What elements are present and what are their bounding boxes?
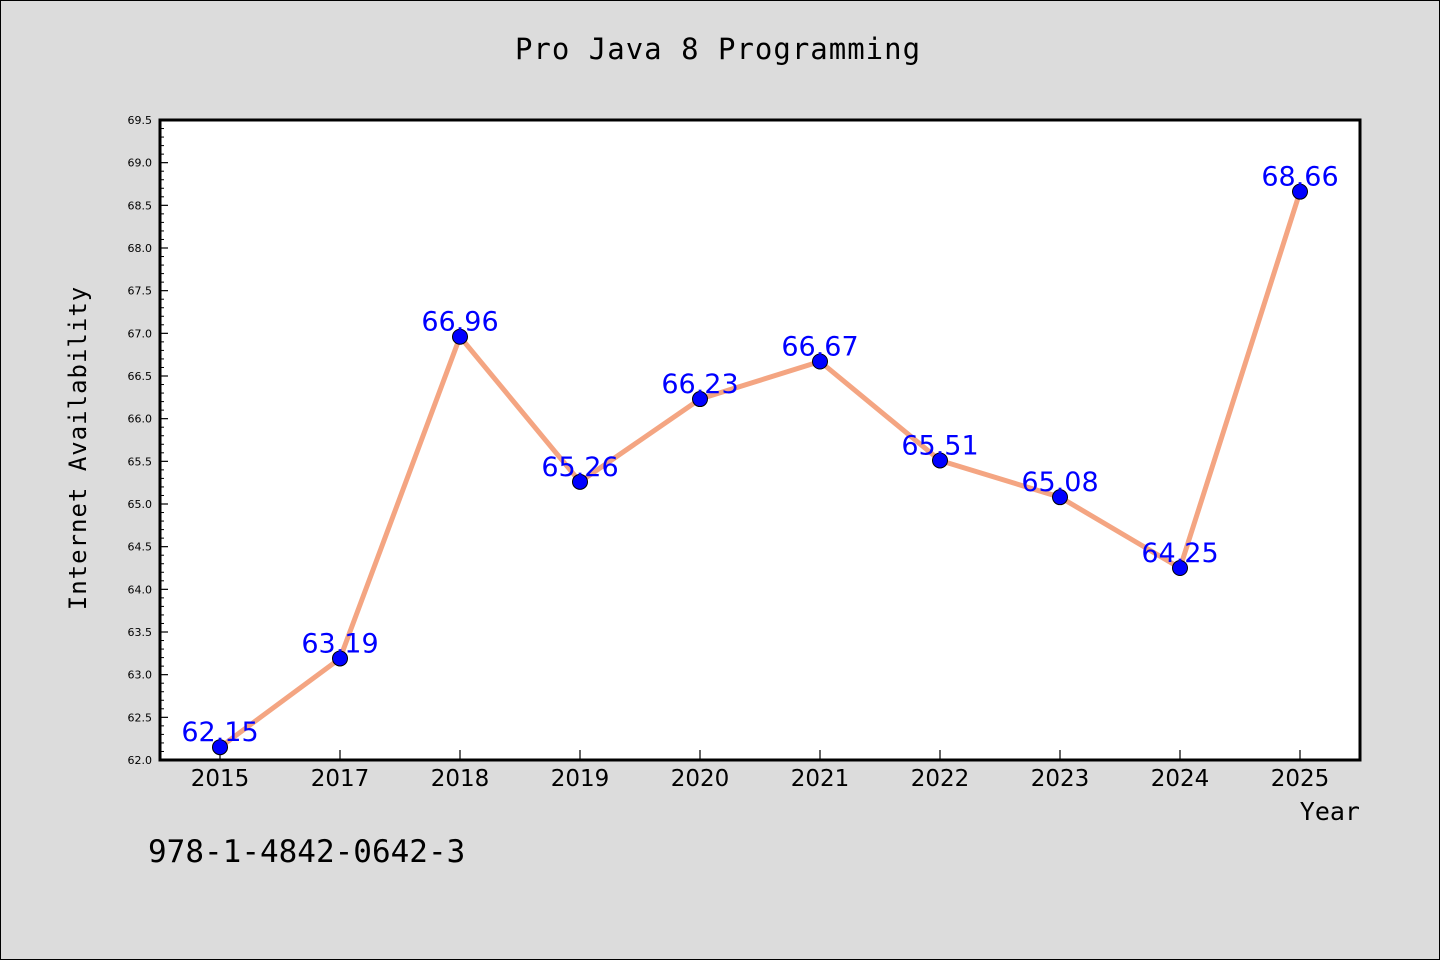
series-line (217, 189, 1303, 750)
y-tick-label: 66.0 (128, 413, 153, 426)
data-label: 68.66 (1261, 162, 1338, 193)
x-axis: 2015 2017 2018 2019 2020 2021 2022 2023 2024 2025 (191, 750, 1330, 792)
y-tick-label: 63.5 (128, 626, 153, 639)
y-tick-label: 69.5 (128, 114, 153, 127)
data-labels: 62.15 63.19 66.96 65.26 66.23 66.67 65.51 65.08… (181, 162, 1338, 749)
data-point (332, 650, 348, 667)
x-tick-label: 2022 (911, 766, 970, 792)
chart-title: Pro Java 8 Programming (514, 32, 922, 66)
y-tick-label: 67.5 (128, 285, 153, 298)
y-tick-label: 65.0 (128, 498, 153, 511)
data-label: 62.15 (181, 717, 258, 748)
y-tick-label: 65.5 (128, 455, 153, 468)
data-label: 65.08 (1021, 467, 1098, 498)
x-tick-label: 2015 (191, 766, 250, 792)
y-tick-label: 62.5 (128, 711, 153, 724)
data-point (452, 328, 468, 345)
data-point (212, 739, 228, 756)
data-label: 63.19 (301, 628, 378, 659)
data-markers (212, 183, 1308, 756)
data-point (812, 353, 828, 370)
x-axis-title: Year (1300, 797, 1360, 826)
plot-border (158, 118, 1362, 762)
x-tick-label: 2025 (1271, 766, 1330, 792)
y-tick-label: 64.5 (128, 541, 153, 554)
data-label: 66.23 (661, 369, 738, 400)
x-tick-label: 2024 (1151, 766, 1210, 792)
x-tick-label: 2020 (671, 766, 730, 792)
data-label: 66.67 (781, 331, 858, 362)
data-point (1292, 183, 1308, 200)
y-tick-label: 68.5 (128, 199, 153, 212)
y-tick-label: 63.0 (128, 669, 153, 682)
x-tick-label: 2023 (1031, 766, 1090, 792)
data-label: 65.51 (901, 430, 978, 461)
plot-area (160, 120, 1360, 760)
x-tick-label: 2021 (791, 766, 850, 792)
footer-code: 978-1-4842-0642-3 (148, 834, 466, 870)
data-point (1052, 489, 1068, 506)
data-label: 64.25 (1141, 538, 1218, 569)
data-point (692, 391, 708, 408)
x-tick-label: 2019 (551, 766, 610, 792)
data-label: 65.26 (541, 452, 618, 483)
data-point (932, 452, 948, 469)
x-tick-label: 2018 (431, 766, 490, 792)
data-label: 66.96 (421, 307, 498, 338)
data-point (1172, 560, 1188, 576)
y-tick-label: 64.0 (128, 583, 153, 596)
y-tick-label: 67.0 (128, 327, 153, 340)
y-tick-label: 66.5 (128, 370, 153, 383)
data-point (572, 473, 588, 490)
y-tick-label: 62.0 (128, 754, 153, 767)
y-tick-label: 68.0 (128, 242, 153, 255)
x-tick-label: 2017 (311, 766, 370, 792)
y-tick-label: 69.0 (128, 157, 153, 170)
y-axis-title: Internet Availability (64, 286, 92, 610)
